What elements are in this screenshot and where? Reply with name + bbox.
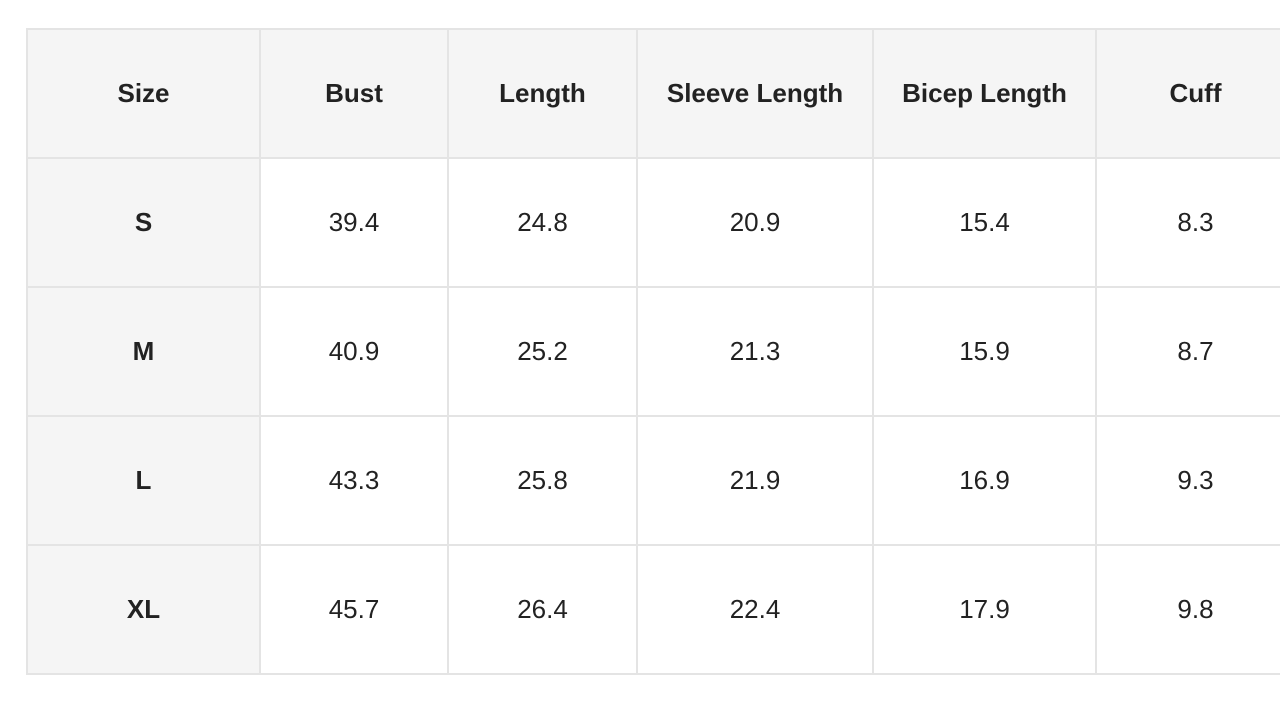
column-header-size: Size [26, 28, 261, 159]
measurement-cell: 40.9 [259, 286, 449, 417]
measurement-cell: 20.9 [636, 157, 874, 288]
measurement-cell: 43.3 [259, 415, 449, 546]
measurement-cell: 26.4 [447, 544, 638, 675]
column-header-cuff: Cuff [1095, 28, 1280, 159]
measurement-cell: 15.4 [872, 157, 1097, 288]
table-row: M 40.9 25.2 21.3 15.9 8.7 [26, 286, 1280, 417]
measurement-cell: 25.8 [447, 415, 638, 546]
measurement-cell: 9.8 [1095, 544, 1280, 675]
measurement-cell: 8.3 [1095, 157, 1280, 288]
column-header-bust: Bust [259, 28, 449, 159]
measurement-cell: 15.9 [872, 286, 1097, 417]
table-row: XL 45.7 26.4 22.4 17.9 9.8 [26, 544, 1280, 675]
column-header-length: Length [447, 28, 638, 159]
size-cell: M [26, 286, 261, 417]
measurement-cell: 17.9 [872, 544, 1097, 675]
table-row: L 43.3 25.8 21.9 16.9 9.3 [26, 415, 1280, 546]
size-cell: S [26, 157, 261, 288]
measurement-cell: 22.4 [636, 544, 874, 675]
measurement-cell: 39.4 [259, 157, 449, 288]
measurement-cell: 24.8 [447, 157, 638, 288]
measurement-cell: 21.3 [636, 286, 874, 417]
measurement-cell: 21.9 [636, 415, 874, 546]
measurement-cell: 16.9 [872, 415, 1097, 546]
header-row: Size Bust Length Sleeve Length Bicep Length C… [26, 28, 1280, 159]
size-chart-table: Size Bust Length Sleeve Length Bicep Length C… [26, 28, 1280, 675]
column-header-bicep-length: Bicep Length [872, 28, 1097, 159]
measurement-cell: 25.2 [447, 286, 638, 417]
column-header-sleeve-length: Sleeve Length [636, 28, 874, 159]
size-cell: L [26, 415, 261, 546]
measurement-cell: 8.7 [1095, 286, 1280, 417]
size-cell: XL [26, 544, 261, 675]
measurement-cell: 45.7 [259, 544, 449, 675]
measurement-cell: 9.3 [1095, 415, 1280, 546]
table-row: S 39.4 24.8 20.9 15.4 8.3 [26, 157, 1280, 288]
